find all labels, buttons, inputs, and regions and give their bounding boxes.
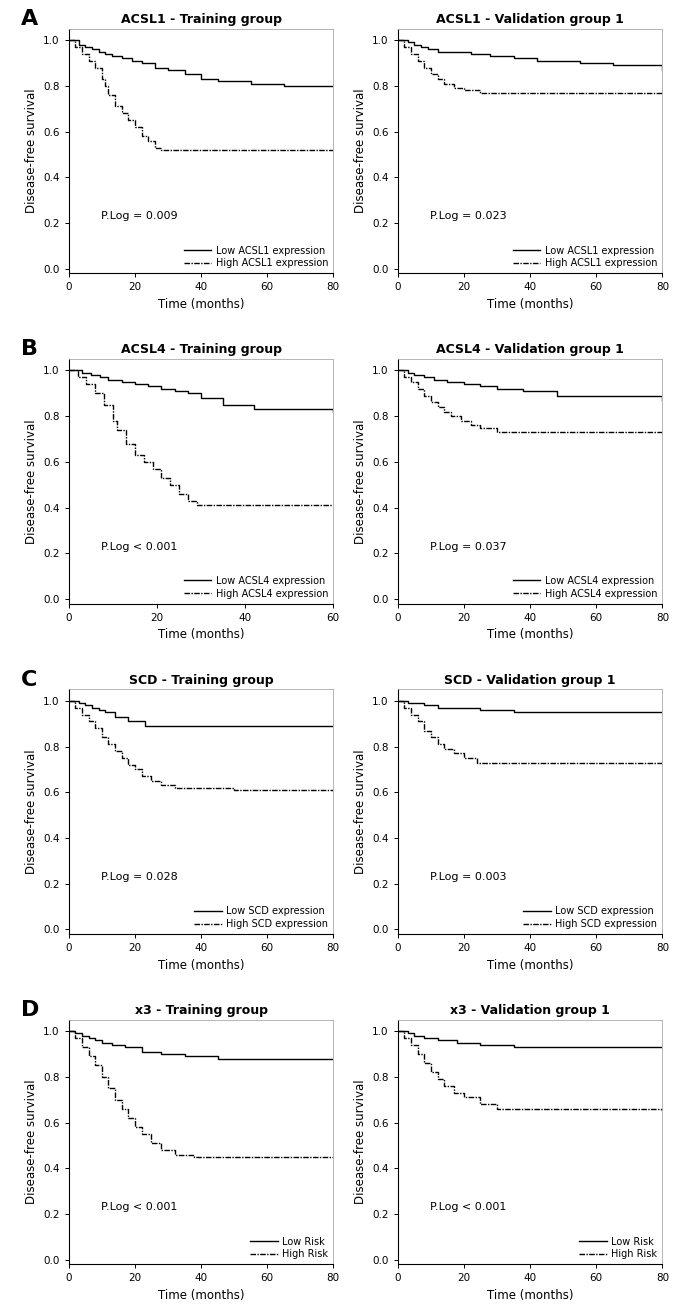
X-axis label: Time (months): Time (months)	[487, 1289, 573, 1302]
Text: D: D	[21, 1001, 39, 1020]
Title: ACSL4 - Training group: ACSL4 - Training group	[120, 344, 282, 356]
Title: x3 - Validation group 1: x3 - Validation group 1	[450, 1004, 610, 1018]
X-axis label: Time (months): Time (months)	[487, 298, 573, 311]
X-axis label: Time (months): Time (months)	[158, 1289, 244, 1302]
Legend: Low ACSL4 expression, High ACSL4 expression: Low ACSL4 expression, High ACSL4 express…	[184, 576, 328, 599]
Y-axis label: Disease-free survival: Disease-free survival	[24, 1079, 37, 1204]
Legend: Low Risk, High Risk: Low Risk, High Risk	[250, 1237, 328, 1259]
Text: A: A	[21, 9, 39, 29]
X-axis label: Time (months): Time (months)	[487, 628, 573, 641]
Title: SCD - Validation group 1: SCD - Validation group 1	[444, 674, 616, 687]
X-axis label: Time (months): Time (months)	[158, 298, 244, 311]
Y-axis label: Disease-free survival: Disease-free survival	[354, 419, 367, 544]
Legend: Low ACSL4 expression, High ACSL4 expression: Low ACSL4 expression, High ACSL4 express…	[513, 576, 658, 599]
Text: B: B	[21, 340, 38, 360]
Text: P.Log = 0.023: P.Log = 0.023	[430, 211, 506, 222]
Text: P.Log < 0.001: P.Log < 0.001	[101, 542, 177, 551]
X-axis label: Time (months): Time (months)	[158, 958, 244, 972]
Legend: Low SCD expression, High SCD expression: Low SCD expression, High SCD expression	[194, 906, 328, 930]
Title: ACSL1 - Validation group 1: ACSL1 - Validation group 1	[436, 13, 624, 26]
Text: P.Log < 0.001: P.Log < 0.001	[430, 1203, 506, 1212]
Y-axis label: Disease-free survival: Disease-free survival	[354, 750, 367, 874]
Title: ACSL1 - Training group: ACSL1 - Training group	[120, 13, 282, 26]
X-axis label: Time (months): Time (months)	[158, 628, 244, 641]
Title: ACSL4 - Validation group 1: ACSL4 - Validation group 1	[436, 344, 624, 356]
Legend: Low ACSL1 expression, High ACSL1 expression: Low ACSL1 expression, High ACSL1 express…	[513, 246, 658, 268]
Y-axis label: Disease-free survival: Disease-free survival	[24, 89, 37, 213]
Text: P.Log = 0.028: P.Log = 0.028	[101, 872, 177, 882]
Legend: Low Risk, High Risk: Low Risk, High Risk	[579, 1237, 658, 1259]
Text: P.Log = 0.037: P.Log = 0.037	[430, 542, 506, 551]
Legend: Low ACSL1 expression, High ACSL1 expression: Low ACSL1 expression, High ACSL1 express…	[184, 246, 328, 268]
Text: C: C	[21, 670, 37, 689]
Y-axis label: Disease-free survival: Disease-free survival	[24, 419, 37, 544]
Y-axis label: Disease-free survival: Disease-free survival	[24, 750, 37, 874]
Legend: Low SCD expression, High SCD expression: Low SCD expression, High SCD expression	[524, 906, 658, 930]
Text: P.Log = 0.003: P.Log = 0.003	[430, 872, 506, 882]
Y-axis label: Disease-free survival: Disease-free survival	[354, 89, 367, 213]
X-axis label: Time (months): Time (months)	[487, 958, 573, 972]
Text: P.Log < 0.001: P.Log < 0.001	[101, 1203, 177, 1212]
Title: x3 - Training group: x3 - Training group	[135, 1004, 267, 1018]
Text: P.Log = 0.009: P.Log = 0.009	[101, 211, 177, 222]
Y-axis label: Disease-free survival: Disease-free survival	[354, 1079, 367, 1204]
Title: SCD - Training group: SCD - Training group	[129, 674, 273, 687]
